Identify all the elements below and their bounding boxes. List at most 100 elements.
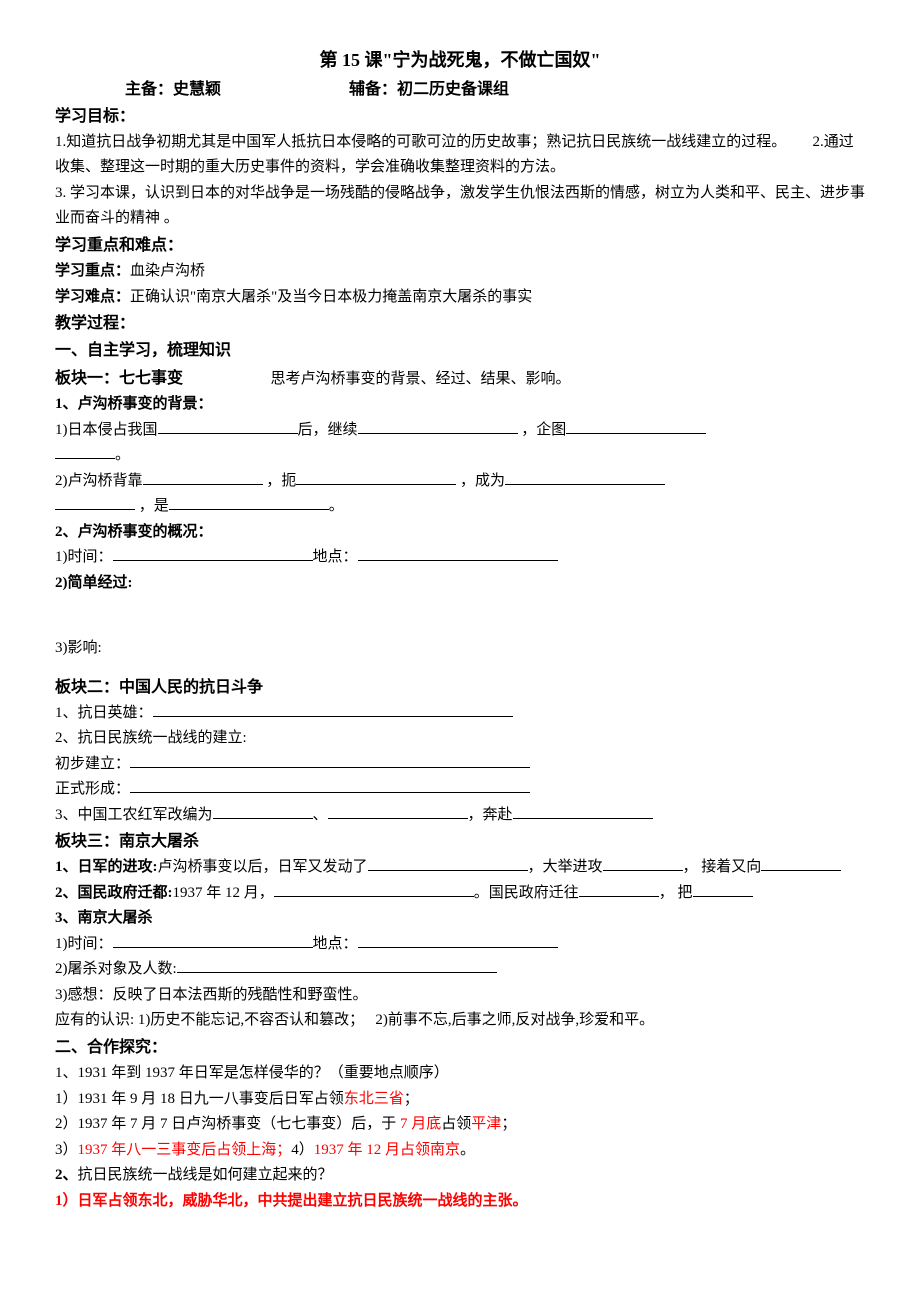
- ov-heading: 2、卢沟桥事变的概况：: [55, 520, 865, 546]
- bg2-e: 。: [329, 498, 344, 514]
- bg2-a: 2)卢沟桥背靠: [55, 473, 143, 489]
- a1-2c: 占领: [441, 1116, 471, 1132]
- blank[interactable]: [513, 803, 653, 819]
- a2: 1）日军占领东北，威胁华北，中共提出建立抗日民族统一战线的主张。: [55, 1189, 865, 1215]
- bg1-c: ，企图: [518, 422, 567, 438]
- blank[interactable]: [143, 469, 263, 485]
- main-author: 主备：史慧颖: [125, 81, 221, 98]
- assist-author: 辅备：初二历史备课组: [349, 81, 509, 98]
- blank[interactable]: [693, 881, 753, 897]
- b3-1c: ， 接着又向: [683, 859, 762, 875]
- b2-1-label: 1、抗日英雄：: [55, 705, 153, 721]
- a1-2b: 7 月底: [400, 1116, 441, 1132]
- bg-line2b: ，是 。: [55, 494, 865, 520]
- doc-title: 第 15 课"宁为战死鬼，不做亡国奴": [55, 45, 865, 76]
- blank[interactable]: [130, 752, 530, 768]
- blank[interactable]: [358, 932, 558, 948]
- q1: 1、1931 年到 1937 年日军是怎样侵华的？（重要地点顺序）: [55, 1061, 865, 1087]
- b3-1-bold: 1、日军的进攻:: [55, 859, 158, 875]
- b3-2: 2、国民政府迁都:1937 年 12 月，。国民政府迁往， 把: [55, 881, 865, 907]
- bg2-c: ，成为: [456, 473, 505, 489]
- ov-line3: 3)影响:: [55, 636, 865, 662]
- bg1-d: 。: [115, 447, 130, 463]
- blank[interactable]: [358, 418, 518, 434]
- b3-3-2: 2)屠杀对象及人数:: [55, 957, 865, 983]
- b2-2b: 正式形成：: [55, 777, 865, 803]
- b3-3-heading: 3、南京大屠杀: [55, 906, 865, 932]
- b2-3b: 、: [313, 807, 328, 823]
- process-heading: 教学过程：: [55, 310, 865, 337]
- blank[interactable]: [579, 881, 659, 897]
- blank[interactable]: [177, 957, 497, 973]
- ov-line2: 2)简单经过:: [55, 571, 865, 597]
- b3-3-4: 应有的认识: 1)历史不能忘记,不容否认和篡改； 2)前事不忘,后事之师,反对战…: [55, 1008, 865, 1034]
- blank[interactable]: [169, 494, 329, 510]
- b2-2a: 初步建立：: [55, 752, 865, 778]
- bg2-d: ，是: [135, 498, 169, 514]
- b2-3: 3、中国工农红军改编为 、 ，奔赴: [55, 803, 865, 829]
- blank[interactable]: [113, 932, 313, 948]
- a1-1: 1）1931 年 9 月 18 日九一八事变后日军占领东北三省；: [55, 1087, 865, 1113]
- spacer: [55, 596, 865, 636]
- b2-3a: 3、中国工农红军改编为: [55, 807, 213, 823]
- a1-2: 2）1937 年 7 月 7 日卢沟桥事变（七七事变）后，于 7 月底占领平津；: [55, 1112, 865, 1138]
- blank[interactable]: [761, 855, 841, 871]
- b3-3-1: 1)时间： 地点：: [55, 932, 865, 958]
- q2: 2、抗日民族统一战线是如何建立起来的？: [55, 1163, 865, 1189]
- focus-diff-text: 正确认识"南京大屠杀"及当今日本极力掩盖南京大屠杀的事实: [130, 289, 532, 305]
- goal-1-2: 1.知道抗日战争初期尤其是中国军人抵抗日本侵略的可歌可泣的历史故事；熟记抗日民族…: [55, 130, 865, 181]
- a1-3e: 。: [460, 1142, 475, 1158]
- part1-heading: 一、自主学习，梳理知识: [55, 337, 865, 364]
- blank[interactable]: [274, 881, 474, 897]
- focus-key-label: 学习重点：: [55, 263, 130, 279]
- blank[interactable]: [158, 418, 298, 434]
- a1-3b: 1937 年八一三事变后占领上海；: [78, 1142, 292, 1158]
- bg2-b: ，扼: [263, 473, 297, 489]
- block3-heading: 板块三：南京大屠杀: [55, 828, 865, 855]
- b3-3-3: 3)感想：反映了日本法西斯的残酷性和野蛮性。: [55, 983, 865, 1009]
- b3-2b: 。国民政府迁往: [474, 885, 579, 901]
- a1-2a: 2）1937 年 7 月 7 日卢沟桥事变（七七事变）后，于: [55, 1116, 400, 1132]
- focus-heading: 学习重点和难点：: [55, 232, 865, 259]
- goal-3: 3. 学习本课，认识到日本的对华战争是一场残酷的侵略战争，激发学生仇恨法西斯的情…: [55, 181, 865, 232]
- b2-3c: ，奔赴: [468, 807, 513, 823]
- b2-2b-label: 正式形成：: [55, 781, 130, 797]
- block1-row: 板块一：七七事变 思考卢沟桥事变的背景、经过、结果、影响。: [55, 365, 865, 393]
- blank[interactable]: [505, 469, 665, 485]
- a1-1c: ；: [404, 1091, 419, 1107]
- blank[interactable]: [55, 443, 115, 459]
- blank[interactable]: [328, 803, 468, 819]
- focus-diff: 学习难点：正确认识"南京大屠杀"及当今日本极力掩盖南京大屠杀的事实: [55, 285, 865, 311]
- blank[interactable]: [113, 545, 313, 561]
- b2-1: 1、抗日英雄：: [55, 701, 865, 727]
- blank[interactable]: [368, 855, 528, 871]
- a1-3a: 3）: [55, 1142, 78, 1158]
- focus-key: 学习重点：血染卢沟桥: [55, 259, 865, 285]
- b3-1a: 卢沟桥事变以后，日军又发动了: [158, 859, 368, 875]
- blank[interactable]: [566, 418, 706, 434]
- goals-heading: 学习目标：: [55, 103, 865, 130]
- block2-heading: 板块二：中国人民的抗日斗争: [55, 674, 865, 701]
- b3-1b: ，大举进攻: [528, 859, 603, 875]
- blank[interactable]: [213, 803, 313, 819]
- b2-2: 2、抗日民族统一战线的建立:: [55, 726, 865, 752]
- q2-num: 2、: [55, 1167, 78, 1183]
- blank[interactable]: [153, 701, 513, 717]
- blank[interactable]: [296, 469, 456, 485]
- a1-1a: 1）1931 年 9 月 18 日九一八事变后日军占领: [55, 1091, 344, 1107]
- doc-authors: 主备：史慧颖 辅备：初二历史备课组: [125, 76, 865, 103]
- ov1-b: 地点：: [313, 549, 358, 565]
- a1-3: 3）1937 年八一三事变后占领上海；4）1937 年 12 月占领南京。: [55, 1138, 865, 1164]
- bg-line2: 2)卢沟桥背靠 ，扼 ，成为: [55, 469, 865, 495]
- part2-heading: 二、合作探究：: [55, 1034, 865, 1061]
- b3-3-1a: 1)时间：: [55, 936, 113, 952]
- a1-2d: 平津: [471, 1116, 501, 1132]
- focus-key-text: 血染卢沟桥: [130, 263, 205, 279]
- blank[interactable]: [603, 855, 683, 871]
- blank[interactable]: [55, 494, 135, 510]
- b3-3-1b: 地点：: [313, 936, 358, 952]
- b3-1: 1、日军的进攻:卢沟桥事变以后，日军又发动了 ，大举进攻 ， 接着又向: [55, 855, 865, 881]
- blank[interactable]: [130, 777, 530, 793]
- bg-line1b: 。: [55, 443, 865, 469]
- blank[interactable]: [358, 545, 558, 561]
